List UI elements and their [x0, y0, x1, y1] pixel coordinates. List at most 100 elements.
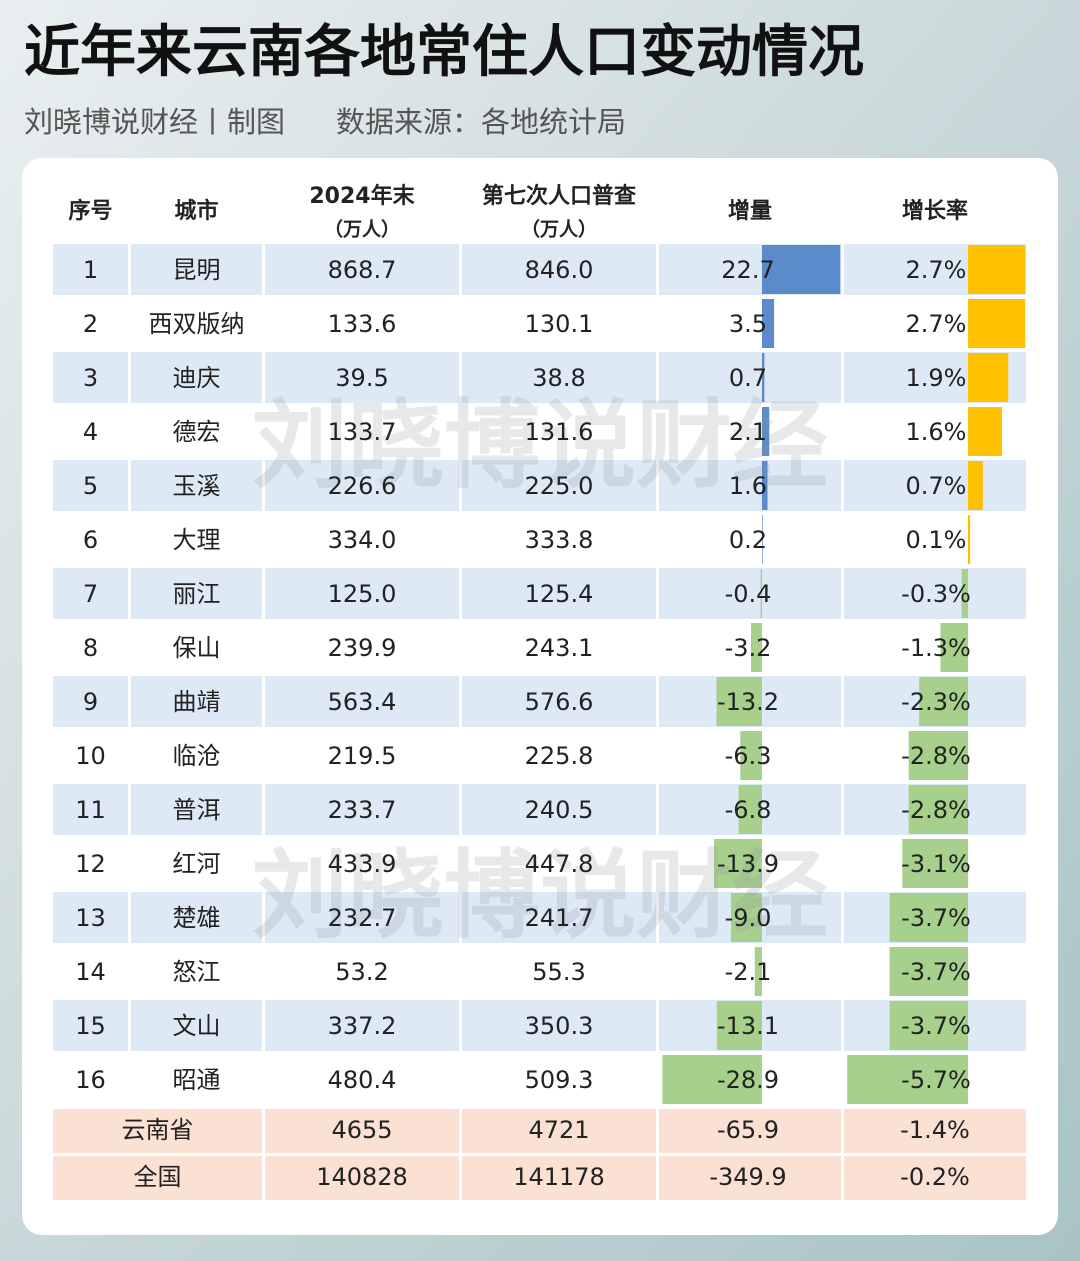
total-cell: -349.9 — [709, 1163, 786, 1191]
cell-background — [131, 892, 262, 943]
change-bar — [716, 1001, 762, 1050]
rank: 2 — [83, 310, 98, 338]
growth-bar — [968, 353, 1009, 402]
change-label: -13.9 — [717, 850, 779, 878]
rank: 8 — [83, 634, 98, 662]
change-label: -13.2 — [717, 688, 779, 716]
cell-background — [659, 352, 841, 403]
population-2024: 433.9 — [328, 850, 397, 878]
title: 近年来云南各地常住人口变动情况 — [24, 20, 864, 85]
population-2024: 337.2 — [328, 1012, 397, 1040]
city: 楚雄 — [173, 904, 221, 932]
change-bar — [716, 677, 762, 726]
cell-background — [131, 622, 262, 673]
growth-label: -1.3% — [901, 634, 971, 662]
growth-bar — [902, 839, 968, 888]
change-bar — [762, 407, 770, 456]
cell-background — [659, 406, 841, 457]
cell-background — [462, 784, 656, 835]
change-label: -6.8 — [725, 796, 772, 824]
cell-background — [131, 298, 262, 349]
rank: 12 — [75, 850, 106, 878]
cell-background — [53, 892, 128, 943]
rank: 15 — [75, 1012, 106, 1040]
cell-background — [53, 1000, 128, 1051]
cell-background — [131, 946, 262, 997]
total-cell-background — [265, 1156, 459, 1200]
change-label: 22.7 — [721, 256, 774, 284]
city: 迪庆 — [173, 364, 221, 392]
growth-bar — [919, 677, 968, 726]
column-header: 序号 — [68, 198, 112, 224]
watermark: 刘晓博说财经 — [252, 389, 828, 501]
watermark: 刘晓博说财经 — [252, 839, 828, 951]
column-unit: （万人） — [324, 218, 400, 241]
change-label: 1.6 — [729, 472, 767, 500]
census-7: 241.7 — [525, 904, 594, 932]
growth-bar — [889, 947, 968, 996]
cell-background — [265, 244, 459, 295]
cell-background — [265, 406, 459, 457]
growth-label: -0.3% — [901, 580, 971, 608]
cell-background — [131, 676, 262, 727]
change-label: 0.2 — [729, 526, 767, 554]
cell-background — [265, 784, 459, 835]
change-bar — [740, 731, 762, 780]
cell-background — [265, 460, 459, 511]
cell-background — [659, 460, 841, 511]
cell-background — [53, 244, 128, 295]
census-7: 333.8 — [525, 526, 594, 554]
rank: 16 — [75, 1066, 106, 1094]
rank: 13 — [75, 904, 106, 932]
population-2024: 125.0 — [328, 580, 397, 608]
cell-background — [131, 244, 262, 295]
census-7: 576.6 — [525, 688, 594, 716]
cell-background — [265, 676, 459, 727]
cell-background — [659, 568, 841, 619]
growth-label: 1.6% — [906, 418, 967, 446]
rank: 6 — [83, 526, 98, 554]
cell-background — [462, 676, 656, 727]
growth-label: -3.1% — [901, 850, 971, 878]
rank: 5 — [83, 472, 98, 500]
city: 玉溪 — [173, 472, 221, 500]
growth-bar — [968, 245, 1026, 294]
city: 德宏 — [173, 418, 221, 446]
cell-background — [462, 892, 656, 943]
cell-background — [844, 622, 1026, 673]
population-2024: 334.0 — [328, 526, 397, 554]
cell-background — [265, 838, 459, 889]
city: 昆明 — [173, 256, 221, 284]
change-bar — [762, 515, 763, 564]
column-header: 城市 — [174, 198, 218, 224]
growth-bar — [889, 1001, 968, 1050]
growth-bar — [889, 893, 968, 942]
cell-background — [131, 730, 262, 781]
total-cell-background — [462, 1109, 656, 1153]
total-cell-background — [265, 1109, 459, 1153]
change-bar — [754, 947, 762, 996]
cell-background — [462, 1054, 656, 1105]
change-label: 0.7 — [729, 364, 767, 392]
bars — [662, 245, 1026, 1104]
census-7: 225.0 — [525, 472, 594, 500]
population-2024: 133.6 — [328, 310, 397, 338]
rank: 10 — [75, 742, 106, 770]
rank: 3 — [83, 364, 98, 392]
column-header: 增量 — [728, 198, 772, 224]
cell-background — [53, 568, 128, 619]
city: 西双版纳 — [149, 310, 245, 338]
total-cell-background — [53, 1109, 262, 1153]
city: 怒江 — [173, 958, 221, 986]
cell-background — [53, 460, 128, 511]
cell-background — [659, 946, 841, 997]
cell-background — [265, 1000, 459, 1051]
cell-background — [53, 406, 128, 457]
census-7: 350.3 — [525, 1012, 594, 1040]
city: 文山 — [173, 1012, 221, 1040]
growth-label: 0.1% — [906, 526, 967, 554]
cell-background — [844, 568, 1026, 619]
population-2024: 233.7 — [328, 796, 397, 824]
column-header: 2024年末 — [309, 183, 415, 209]
